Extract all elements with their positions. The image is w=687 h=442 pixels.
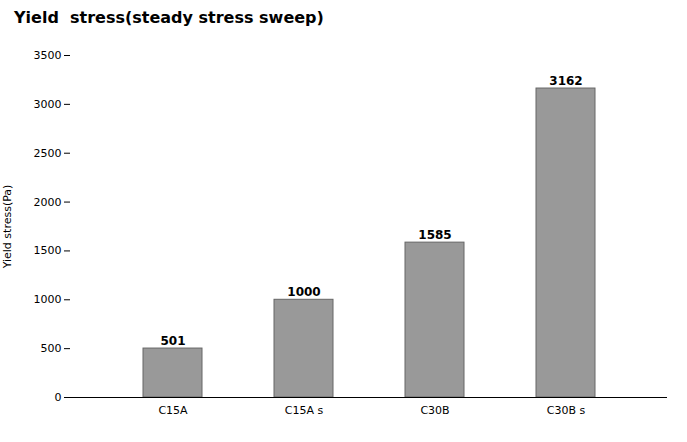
- svg-text:1000: 1000: [34, 293, 62, 306]
- svg-text:Yield stress(Pa): Yield stress(Pa): [1, 185, 14, 270]
- svg-text:1500: 1500: [34, 244, 62, 257]
- svg-text:3162: 3162: [549, 74, 582, 88]
- svg-text:C30B s: C30B s: [547, 404, 586, 417]
- svg-text:C30B: C30B: [420, 404, 449, 417]
- svg-text:500: 500: [41, 342, 62, 355]
- svg-text:1000: 1000: [287, 285, 320, 299]
- svg-text:0: 0: [55, 391, 62, 404]
- html-text:Yield stress(steady stress swe: Yield stress(steady stress sweep): [14, 8, 324, 27]
- svg-text:3000: 3000: [34, 98, 62, 111]
- svg-text:3500: 3500: [34, 49, 62, 62]
- svg-text:2500: 2500: [34, 147, 62, 160]
- svg-text:1585: 1585: [418, 228, 451, 242]
- svg-text:2000: 2000: [34, 196, 62, 209]
- svg-text:C15A: C15A: [158, 404, 188, 417]
- svg-text:C15A s: C15A s: [285, 404, 324, 417]
- svg-text:501: 501: [160, 334, 185, 348]
